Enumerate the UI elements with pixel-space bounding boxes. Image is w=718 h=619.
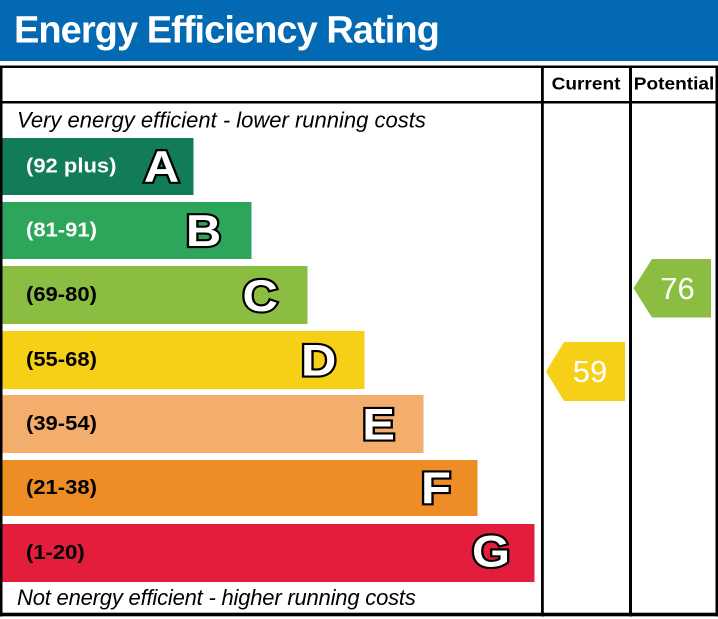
svg-text:F: F bbox=[421, 464, 451, 513]
svg-text:(55-68): (55-68) bbox=[26, 349, 97, 371]
svg-text:A: A bbox=[144, 142, 179, 191]
svg-text:Current: Current bbox=[552, 73, 621, 93]
svg-text:(39-54): (39-54) bbox=[26, 413, 97, 435]
svg-text:(81-91): (81-91) bbox=[26, 219, 97, 241]
svg-text:Not energy efficient - higher: Not energy efficient - higher running co… bbox=[17, 585, 416, 610]
svg-text:(21-38): (21-38) bbox=[26, 477, 97, 499]
svg-text:Potential: Potential bbox=[634, 73, 715, 93]
svg-text:(69-80): (69-80) bbox=[26, 284, 97, 306]
svg-text:Very energy efficient - lower: Very energy efficient - lower running co… bbox=[17, 108, 426, 133]
svg-text:G: G bbox=[472, 527, 510, 576]
svg-text:(92 plus): (92 plus) bbox=[26, 155, 116, 177]
svg-text:76: 76 bbox=[660, 271, 694, 306]
svg-text:D: D bbox=[301, 336, 336, 385]
svg-text:E: E bbox=[362, 400, 395, 449]
svg-text:C: C bbox=[243, 271, 278, 320]
svg-text:(1-20): (1-20) bbox=[26, 542, 85, 564]
svg-text:Energy Efficiency Rating: Energy Efficiency Rating bbox=[14, 10, 439, 52]
svg-text:B: B bbox=[186, 206, 221, 255]
svg-text:59: 59 bbox=[573, 354, 607, 389]
